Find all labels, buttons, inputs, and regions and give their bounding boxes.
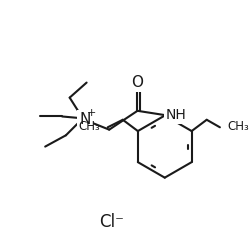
Text: N: N [79,112,90,127]
Text: CH₃: CH₃ [78,120,100,133]
Text: O: O [132,75,143,90]
Text: CH₃: CH₃ [228,120,249,133]
Text: NH: NH [166,108,186,122]
Text: Cl⁻: Cl⁻ [99,213,124,231]
Text: +: + [87,108,96,118]
